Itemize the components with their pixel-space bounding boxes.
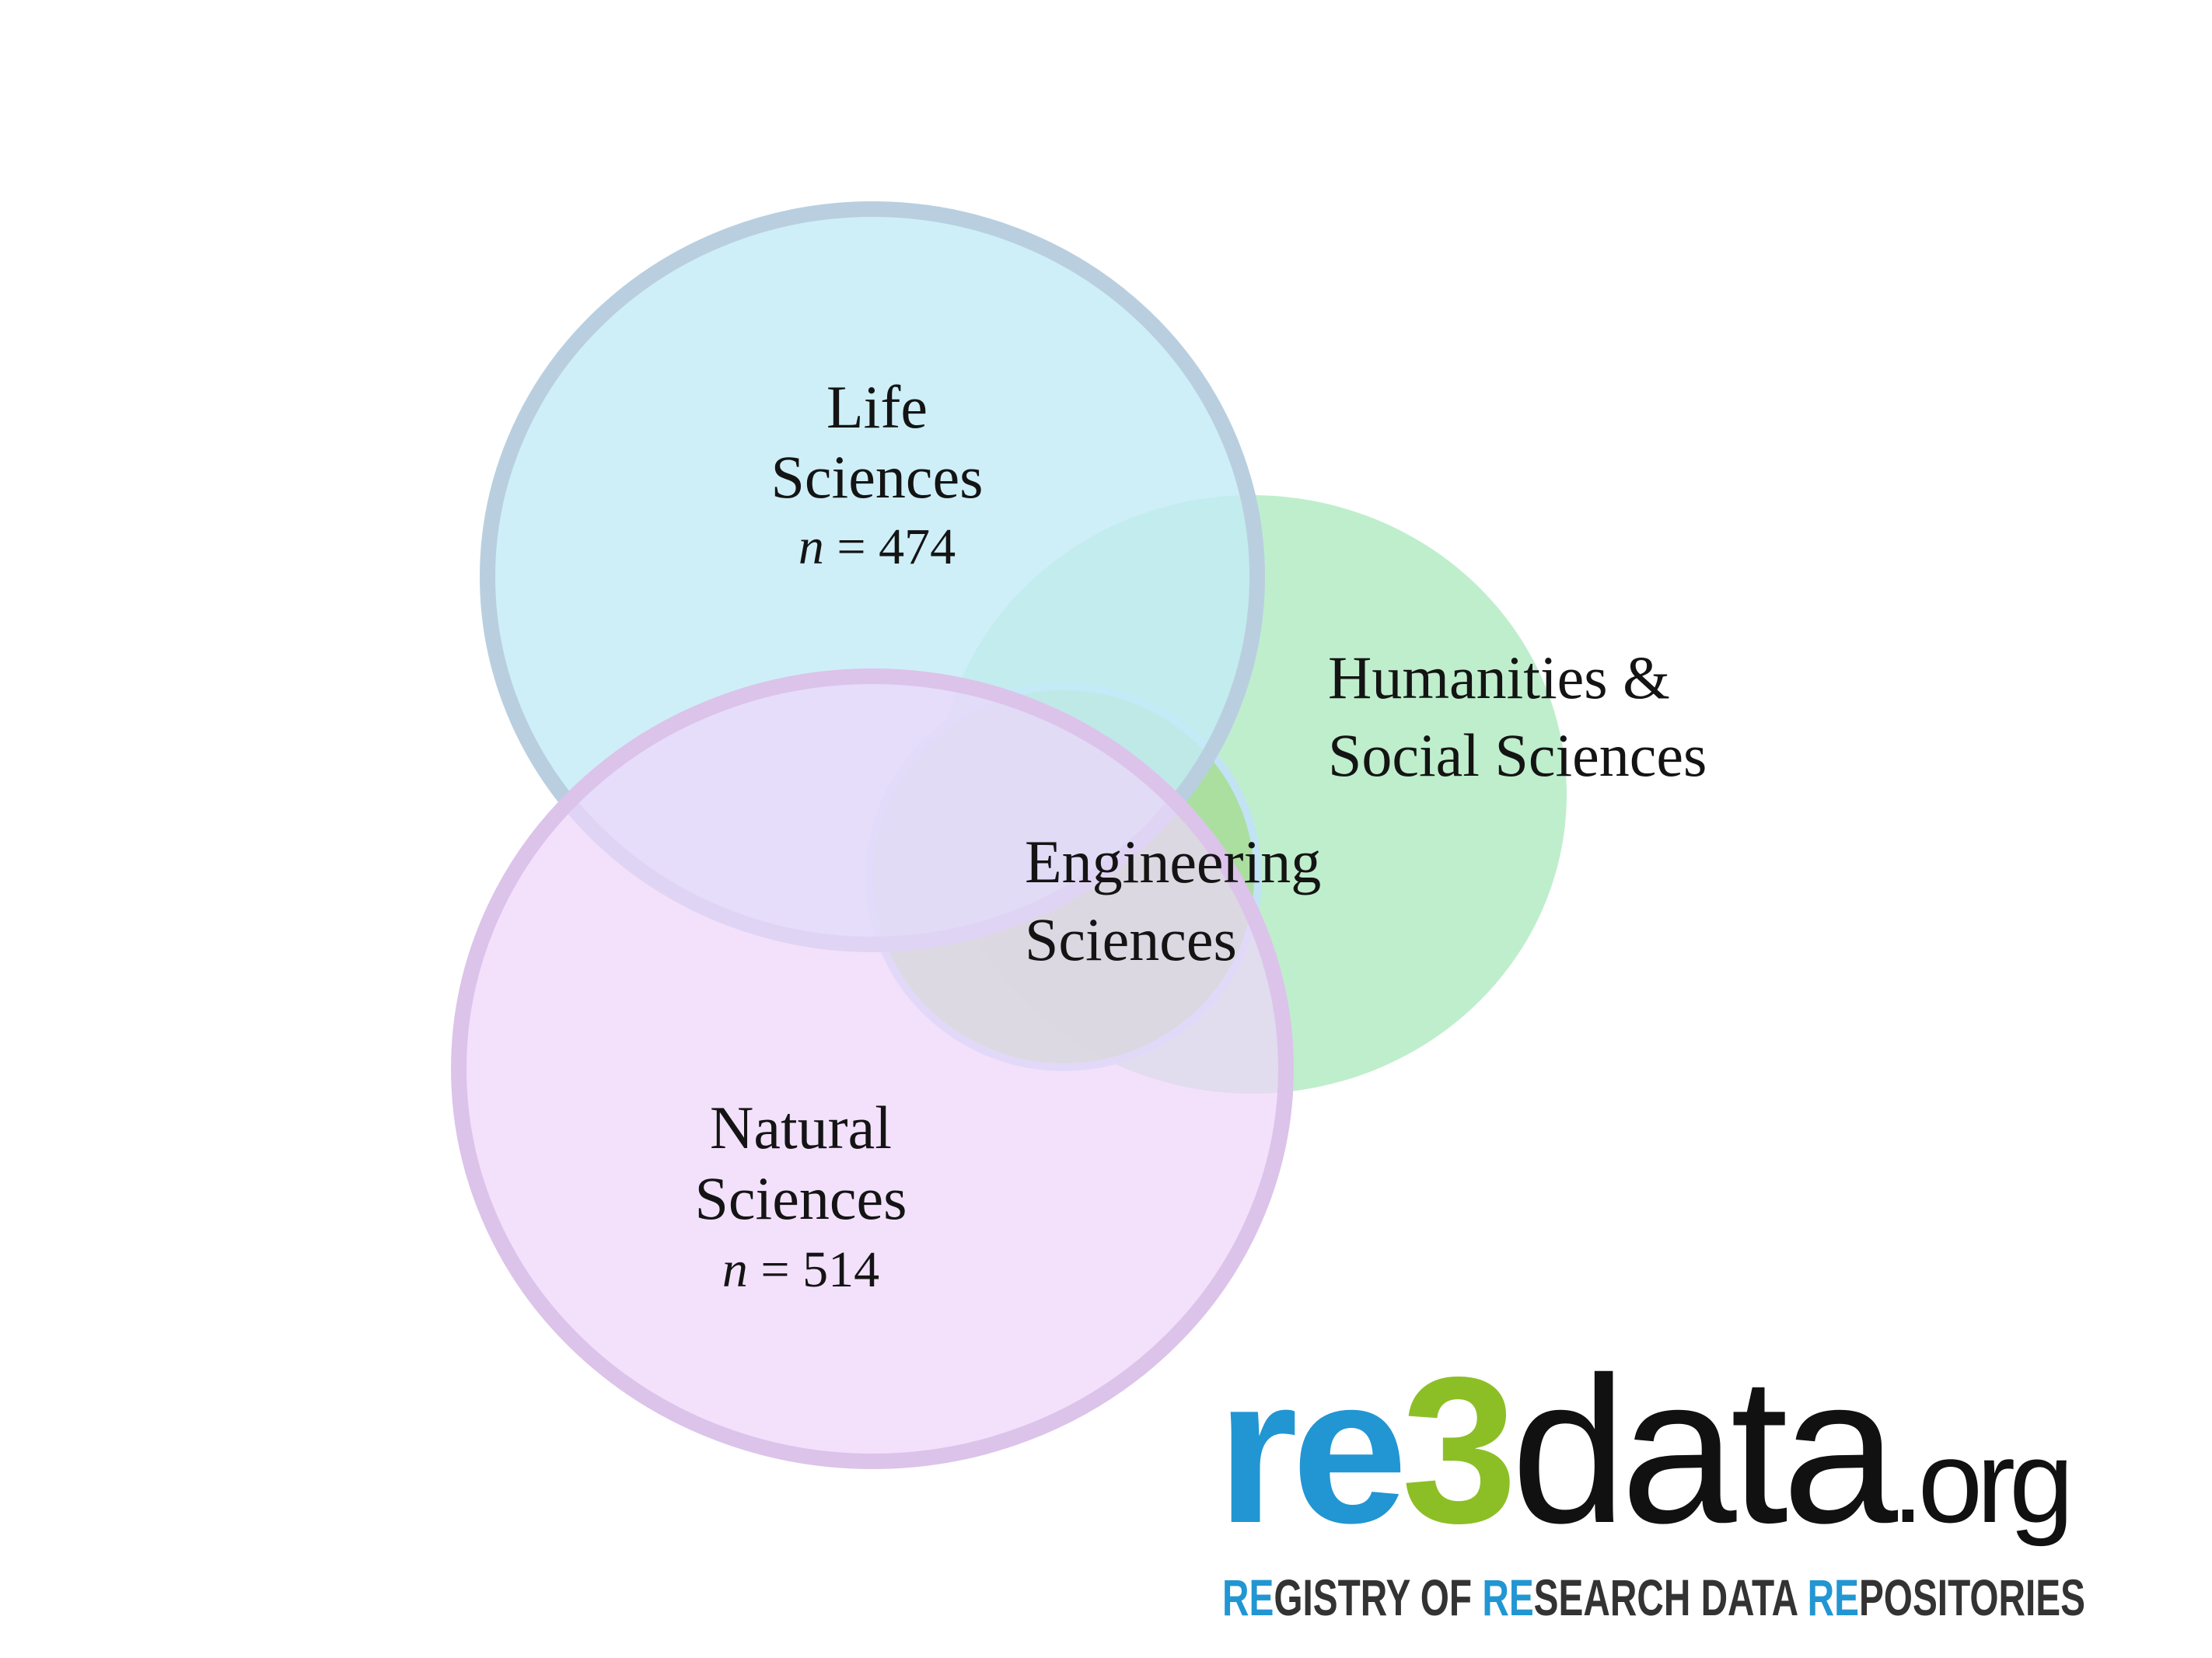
humanities-name-line2: Social Sciences	[1328, 721, 1707, 789]
logo-org: .org	[1892, 1416, 2067, 1547]
natural-sciences-count: n = 514	[722, 1241, 879, 1298]
life-sciences-name-line1: Life	[826, 373, 928, 441]
logo-tag-rest1: GISTRY OF	[1274, 1569, 1482, 1626]
logo-tag-rest3: POSITORIES	[1859, 1569, 2085, 1626]
engineering-name-line1: Engineering	[1025, 828, 1321, 895]
natural-sciences-n-value: = 514	[748, 1241, 879, 1298]
logo-tag-re3: RE	[1808, 1569, 1859, 1626]
humanities-name-line1: Humanities &	[1328, 644, 1670, 711]
logo-tag-re2: RE	[1482, 1569, 1533, 1626]
natural-sciences-n-symbol: n	[722, 1241, 748, 1298]
re3data-logo: re3data.org REGISTRY OF RESEARCH DATA RE…	[1217, 1333, 2085, 1626]
logo-data: data	[1511, 1333, 1899, 1566]
logo-tag-rest2: SEARCH DATA	[1534, 1569, 1808, 1626]
logo-tagline: REGISTRY OF RESEARCH DATA REPOSITORIES	[1222, 1569, 2085, 1626]
natural-sciences-name-line1: Natural	[710, 1094, 892, 1161]
logo-wordmark: re3data.org	[1217, 1333, 2068, 1566]
life-sciences-count: n = 474	[798, 518, 956, 575]
natural-sciences-circle	[451, 668, 1294, 1469]
engineering-name-line2: Sciences	[1025, 906, 1237, 973]
logo-re: re	[1217, 1333, 1403, 1566]
logo-tag-re1: RE	[1222, 1569, 1274, 1626]
natural-sciences-name-line2: Sciences	[695, 1164, 907, 1232]
life-sciences-name-line2: Sciences	[771, 443, 984, 511]
life-sciences-n-value: = 474	[824, 518, 956, 575]
life-sciences-n-symbol: n	[798, 518, 824, 575]
logo-three: 3	[1401, 1333, 1511, 1566]
